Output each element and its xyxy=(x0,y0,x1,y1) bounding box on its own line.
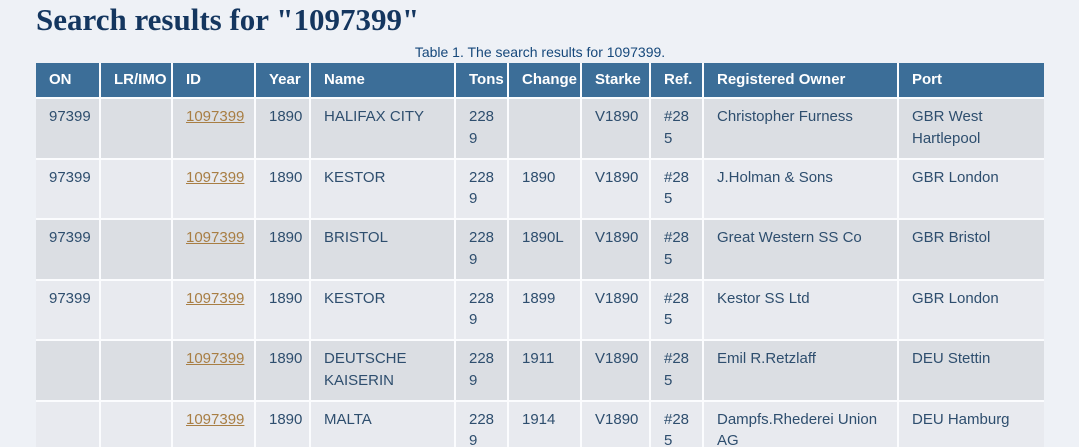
table-row: 1097399 1890 DEUTSCHE KAISERIN 2289 1911 V189… xyxy=(36,340,1044,402)
cell-id: 1097399 xyxy=(172,98,256,160)
cell-year: 1890 xyxy=(255,340,311,402)
column-header-lr_imo: LR/IMO xyxy=(100,63,173,99)
column-header-name: Name xyxy=(310,63,456,99)
cell-starke: V1890 xyxy=(581,400,651,447)
cell-year: 1890 xyxy=(255,400,311,447)
column-header-change: Change xyxy=(508,63,582,99)
id-link[interactable]: 1097399 xyxy=(186,229,245,246)
cell-ref: #285 xyxy=(650,340,704,402)
cell-tons: 2289 xyxy=(455,279,509,341)
table-row: 97399 1097399 1890 BRISTOL 2289 1890L V1890 #28… xyxy=(36,219,1044,281)
cell-lr_imo xyxy=(100,219,173,281)
cell-owner: Christopher Furness xyxy=(703,98,899,160)
cell-port: GBR West Hartlepool xyxy=(898,98,1044,160)
cell-tons: 2289 xyxy=(455,400,509,447)
cell-on xyxy=(36,340,101,402)
cell-ref: #285 xyxy=(650,400,704,447)
cell-on: 97399 xyxy=(36,158,101,220)
cell-starke: V1890 xyxy=(581,98,651,160)
cell-on: 97399 xyxy=(36,219,101,281)
cell-port: GBR London xyxy=(898,279,1044,341)
id-link[interactable]: 1097399 xyxy=(186,410,245,428)
cell-on: 97399 xyxy=(36,279,101,341)
cell-id: 1097399 xyxy=(172,219,256,281)
cell-ref: #285 xyxy=(650,219,704,281)
id-link[interactable]: 1097399 xyxy=(186,168,245,186)
cell-name: KESTOR xyxy=(310,279,456,341)
id-link[interactable]: 1097399 xyxy=(186,289,245,307)
column-header-id: ID xyxy=(172,63,256,99)
table-row: 97399 1097399 1890 HALIFAX CITY 2289 V1890 #28… xyxy=(36,98,1044,160)
column-header-on: ON xyxy=(36,63,101,99)
page-title: Search results for "1097399" xyxy=(36,2,420,37)
column-header-port: Port xyxy=(898,63,1044,99)
id-link[interactable]: 1097399 xyxy=(186,108,245,125)
cell-name: MALTA xyxy=(310,400,456,447)
cell-id: 1097399 xyxy=(172,279,256,341)
cell-tons: 2289 xyxy=(455,98,509,160)
header-row: ON LR/IMO ID Year Name Tons Change Starke Ref. Re… xyxy=(36,63,1044,99)
cell-name: KESTOR xyxy=(310,158,456,220)
cell-change: 1899 xyxy=(508,279,582,341)
cell-owner: Great Western SS Co xyxy=(703,219,899,281)
cell-tons: 2289 xyxy=(455,158,509,220)
cell-starke: V1890 xyxy=(581,158,651,220)
search-results-table: ON LR/IMO ID Year Name Tons Change Starke Ref. Re… xyxy=(36,63,1044,447)
cell-owner: Kestor SS Ltd xyxy=(703,279,899,341)
cell-lr_imo xyxy=(100,279,173,341)
table-body: 97399 1097399 1890 HALIFAX CITY 2289 V1890 #28… xyxy=(36,98,1044,447)
cell-starke: V1890 xyxy=(581,340,651,402)
cell-change xyxy=(508,98,582,160)
cell-lr_imo xyxy=(100,400,173,447)
id-link[interactable]: 1097399 xyxy=(186,350,245,367)
cell-year: 1890 xyxy=(255,158,311,220)
cell-year: 1890 xyxy=(255,219,311,281)
table-row: 97399 1097399 1890 KESTOR 2289 1899 V1890 #285 K… xyxy=(36,279,1044,341)
cell-change: 1911 xyxy=(508,340,582,402)
cell-id: 1097399 xyxy=(172,158,256,220)
table-row: 1097399 1890 MALTA 2289 1914 V1890 #285 Dampfs.… xyxy=(36,400,1044,447)
cell-year: 1890 xyxy=(255,98,311,160)
cell-starke: V1890 xyxy=(581,279,651,341)
cell-year: 1890 xyxy=(255,279,311,341)
column-header-starke: Starke xyxy=(581,63,651,99)
cell-name: HALIFAX CITY xyxy=(310,98,456,160)
cell-change: 1890 xyxy=(508,158,582,220)
cell-ref: #285 xyxy=(650,158,704,220)
cell-starke: V1890 xyxy=(581,219,651,281)
column-header-owner: Registered Owner xyxy=(703,63,899,99)
cell-ref: #285 xyxy=(650,98,704,160)
cell-id: 1097399 xyxy=(172,340,256,402)
cell-change: 1914 xyxy=(508,400,582,447)
cell-name: BRISTOL xyxy=(310,219,456,281)
cell-name: DEUTSCHE KAISERIN xyxy=(310,340,456,402)
cell-owner: J.Holman & Sons xyxy=(703,158,899,220)
cell-port: DEU Stettin xyxy=(898,340,1044,402)
column-header-ref: Ref. xyxy=(650,63,704,99)
cell-on: 97399 xyxy=(36,98,101,160)
cell-change: 1890L xyxy=(508,219,582,281)
cell-lr_imo xyxy=(100,340,173,402)
cell-lr_imo xyxy=(100,98,173,160)
cell-on xyxy=(36,400,101,447)
cell-tons: 2289 xyxy=(455,219,509,281)
cell-owner: Emil R.Retzlaff xyxy=(703,340,899,402)
cell-lr_imo xyxy=(100,158,173,220)
cell-id: 1097399 xyxy=(172,400,256,447)
table-row: 97399 1097399 1890 KESTOR 2289 1890 V1890 #285 J… xyxy=(36,158,1044,220)
cell-port: GBR Bristol xyxy=(898,219,1044,281)
cell-ref: #285 xyxy=(650,279,704,341)
cell-tons: 2289 xyxy=(455,340,509,402)
column-header-tons: Tons xyxy=(455,63,509,99)
cell-port: GBR London xyxy=(898,158,1044,220)
table-caption: Table 1. The search results for 1097399. xyxy=(414,44,666,60)
column-header-year: Year xyxy=(255,63,311,99)
cell-owner: Dampfs.Rhederei Union AG xyxy=(703,400,899,447)
cell-port: DEU Hamburg xyxy=(898,400,1044,447)
